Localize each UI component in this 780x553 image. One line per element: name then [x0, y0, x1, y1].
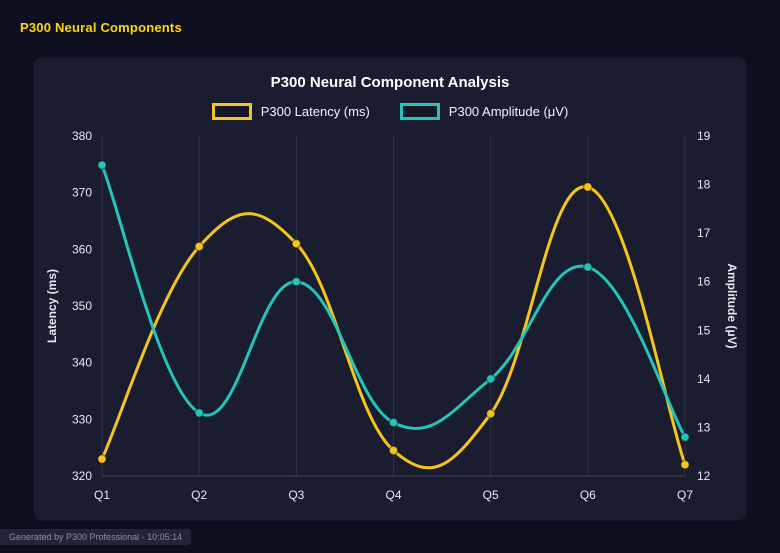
- chart-title: P300 Neural Component Analysis: [270, 74, 510, 91]
- svg-text:17: 17: [697, 226, 711, 240]
- legend-swatch-icon: [399, 103, 440, 120]
- legend-label: P300 Latency (ms): [260, 104, 370, 119]
- amplitude-point[interactable]: [388, 417, 399, 428]
- amplitude-point[interactable]: [97, 160, 107, 171]
- chart-panel: P300 Neural Component Analysis P300 Late…: [34, 58, 746, 520]
- svg-text:Q5: Q5: [483, 488, 499, 502]
- svg-text:360: 360: [72, 242, 92, 256]
- amplitude-point[interactable]: [291, 276, 302, 287]
- generated-by-label: Generated by P300 Professional - 10:05:1…: [0, 529, 192, 545]
- left-axis-title: Latency (ms): [45, 269, 59, 343]
- svg-text:19: 19: [697, 129, 711, 143]
- amplitude-point[interactable]: [680, 432, 690, 443]
- chart-area: 320 330 340 350 360 370 380 12 13 14 15 16 17 18 19 Q1 Q…: [34, 124, 746, 524]
- latency-point[interactable]: [582, 182, 593, 192]
- svg-text:340: 340: [72, 356, 92, 370]
- svg-text:14: 14: [697, 372, 711, 386]
- svg-text:370: 370: [72, 186, 92, 200]
- amplitude-point[interactable]: [485, 373, 496, 384]
- svg-text:350: 350: [72, 299, 92, 313]
- page-title: P300 Neural Components: [20, 20, 182, 35]
- legend-item-latency[interactable]: P300 Latency (ms): [211, 103, 370, 120]
- svg-text:330: 330: [72, 412, 92, 426]
- latency-point[interactable]: [97, 454, 107, 464]
- latency-point[interactable]: [194, 241, 205, 252]
- latency-point[interactable]: [291, 238, 302, 249]
- latency-point[interactable]: [388, 445, 399, 456]
- svg-text:Q1: Q1: [94, 488, 110, 502]
- svg-text:Q4: Q4: [385, 488, 401, 502]
- svg-text:13: 13: [697, 420, 711, 434]
- svg-text:15: 15: [697, 323, 711, 337]
- svg-text:380: 380: [72, 129, 92, 143]
- gridlines: [101, 136, 686, 477]
- svg-text:16: 16: [697, 275, 711, 289]
- svg-text:320: 320: [72, 469, 92, 483]
- chart-legend: P300 Latency (ms) P300 Amplitude (μV): [34, 103, 746, 120]
- amplitude-point[interactable]: [194, 407, 205, 418]
- svg-text:Q3: Q3: [288, 488, 304, 502]
- amplitude-point[interactable]: [582, 262, 593, 273]
- amplitude-markers: [97, 160, 690, 443]
- legend-item-amplitude[interactable]: P300 Amplitude (μV): [399, 103, 569, 120]
- svg-text:12: 12: [697, 469, 711, 483]
- legend-label: P300 Amplitude (μV): [448, 104, 569, 119]
- left-axis-ticks: 320 330 340 350 360 370 380: [72, 129, 92, 483]
- latency-point[interactable]: [485, 408, 496, 419]
- legend-swatch-icon: [211, 103, 252, 120]
- latency-markers: [97, 182, 690, 470]
- svg-text:Q6: Q6: [580, 488, 596, 502]
- svg-text:18: 18: [697, 178, 711, 192]
- right-axis-title: Amplitude (μV): [725, 263, 739, 348]
- x-axis-labels: Q1 Q2 Q3 Q4 Q5 Q6 Q7: [94, 488, 693, 502]
- svg-text:Q2: Q2: [191, 488, 207, 502]
- svg-text:Q7: Q7: [677, 488, 693, 502]
- right-axis-ticks: 12 13 14 15 16 17 18 19: [697, 129, 711, 483]
- latency-point[interactable]: [680, 459, 690, 470]
